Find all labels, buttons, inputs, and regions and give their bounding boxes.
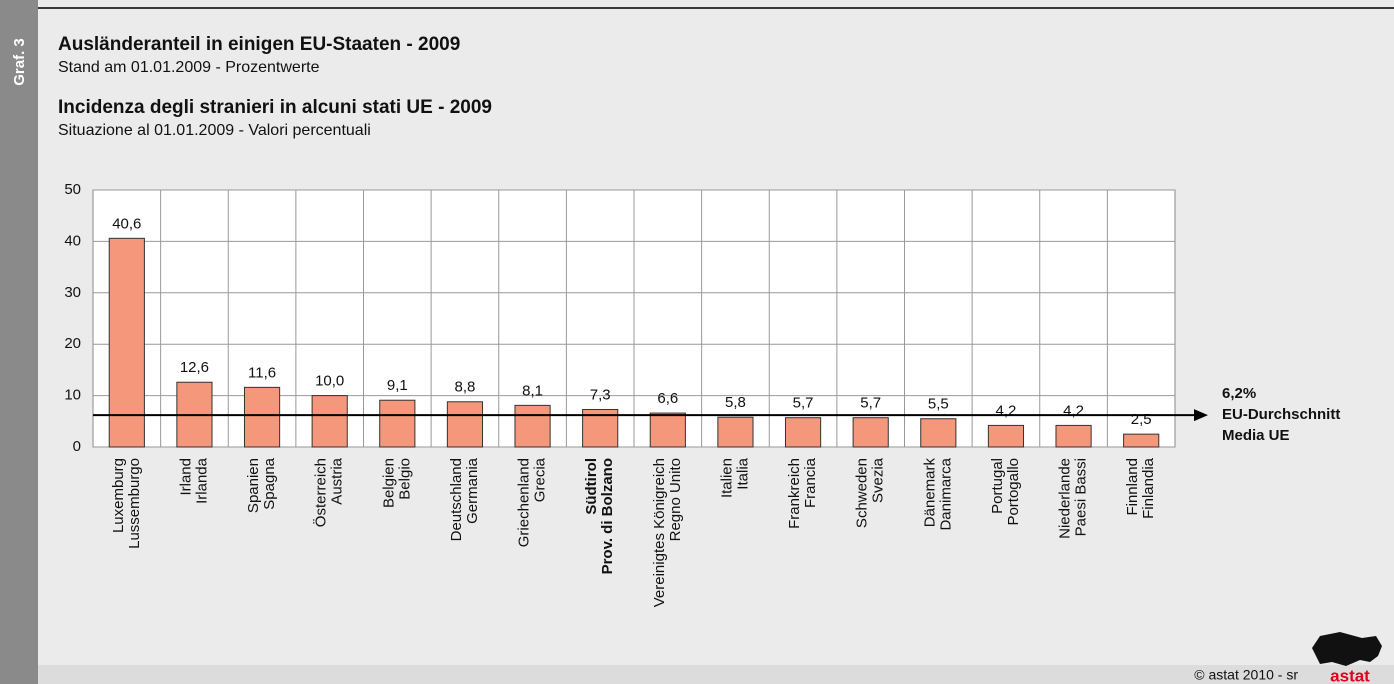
x-tick-label: Niederlande: [1057, 458, 1074, 539]
value-label: 6,6: [657, 390, 678, 407]
x-tick-label: Luxemburg: [110, 458, 127, 533]
bar: [379, 399, 416, 448]
y-tick-label: 40: [64, 232, 81, 249]
chart-title: Incidenza degli stranieri in alcuni stat…: [58, 97, 492, 118]
bar: [852, 417, 889, 448]
x-tick-label: Frankreich: [786, 458, 803, 529]
x-tick-label: Griechenland: [516, 458, 533, 547]
side-strip: [0, 0, 38, 684]
value-label: 2,5: [1131, 411, 1152, 428]
bar: [446, 401, 484, 448]
x-tick-label: Irland: [177, 458, 194, 496]
x-tick-label: Germania: [464, 457, 481, 524]
value-label: 10,0: [315, 373, 344, 390]
bar: [311, 395, 348, 448]
reference-label: Media UE: [1222, 427, 1290, 444]
bar: [243, 386, 281, 448]
value-label: 8,1: [522, 382, 543, 399]
bar: [1055, 424, 1092, 448]
x-tick-label: Italia: [734, 457, 751, 489]
value-label: 4,2: [1063, 402, 1084, 419]
bar: [784, 417, 822, 448]
x-tick-label: Prov. di Bolzano: [599, 458, 616, 574]
logo: astat: [1330, 666, 1370, 684]
value-label: 12,6: [180, 359, 209, 376]
bar: [920, 418, 957, 448]
reference-arrow: [1194, 409, 1208, 422]
x-tick-label: Deutschland: [448, 458, 465, 541]
chart-title: Ausländeranteil in einigen EU-Staaten - …: [58, 34, 460, 55]
y-tick-label: 0: [73, 438, 81, 455]
bar: [514, 404, 551, 448]
bar: [717, 416, 754, 448]
value-label: 7,3: [590, 386, 611, 403]
x-tick-label: Dänemark: [921, 458, 938, 528]
x-tick-label: Belgien: [380, 458, 397, 508]
bar: [1123, 433, 1160, 448]
x-tick-label: Paesi Bassi: [1073, 458, 1090, 536]
x-tick-label: Grecia: [532, 457, 549, 502]
value-label: 5,8: [725, 394, 746, 411]
reference-label: EU-Durchschnitt: [1222, 406, 1340, 423]
x-tick-label: Regno Unito: [667, 458, 684, 541]
chart-subtitle: Stand am 01.01.2009 - Prozentwerte: [58, 59, 320, 76]
value-label: 9,1: [387, 377, 408, 394]
logo-map: [1312, 632, 1382, 666]
bar: [649, 412, 686, 448]
bar: [108, 237, 145, 448]
x-tick-label: Austria: [329, 457, 346, 504]
y-tick-label: 10: [64, 387, 81, 404]
value-label: 5,7: [793, 395, 814, 412]
bar: [987, 424, 1025, 448]
x-tick-label: Belgio: [396, 458, 413, 500]
x-tick-label: Österreich: [312, 458, 330, 527]
x-tick-label: Finnland: [1124, 458, 1141, 516]
footer-band: [38, 665, 1394, 684]
value-label: 8,8: [455, 379, 476, 396]
value-label: 5,5: [928, 396, 949, 413]
x-tick-label: Lussemburgo: [126, 458, 143, 549]
x-tick-label: Südtirol: [583, 458, 600, 515]
y-tick-label: 20: [64, 335, 81, 352]
chart-subtitle: Situazione al 01.01.2009 - Valori percen…: [58, 122, 371, 139]
x-tick-label: Finlandia: [1140, 457, 1157, 519]
y-tick-label: 30: [64, 284, 81, 301]
x-tick-label: Spagna: [261, 457, 278, 509]
x-tick-label: Schweden: [854, 458, 871, 528]
x-tick-label: Svezia: [870, 457, 887, 503]
side-label: Graf. 3: [11, 38, 28, 86]
reference-label: 6,2%: [1222, 385, 1256, 402]
x-tick-label: Spanien: [245, 458, 262, 513]
value-label: 11,6: [248, 364, 276, 381]
value-label: 40,6: [112, 215, 141, 232]
value-label: 4,2: [996, 402, 1017, 419]
x-tick-label: Portugal: [989, 458, 1006, 514]
value-label: 5,7: [860, 395, 881, 412]
x-tick-label: Irlanda: [193, 457, 210, 504]
x-tick-label: Francia: [802, 457, 819, 508]
x-tick-label: Danimarca: [937, 457, 954, 530]
footer: © astat 2010 - sr: [1194, 667, 1298, 683]
x-tick-label: Portogallo: [1005, 458, 1022, 526]
x-tick-label: Italien: [718, 458, 735, 498]
y-tick-label: 50: [64, 181, 81, 198]
x-tick-label: Vereinigtes Königreich: [651, 458, 668, 607]
